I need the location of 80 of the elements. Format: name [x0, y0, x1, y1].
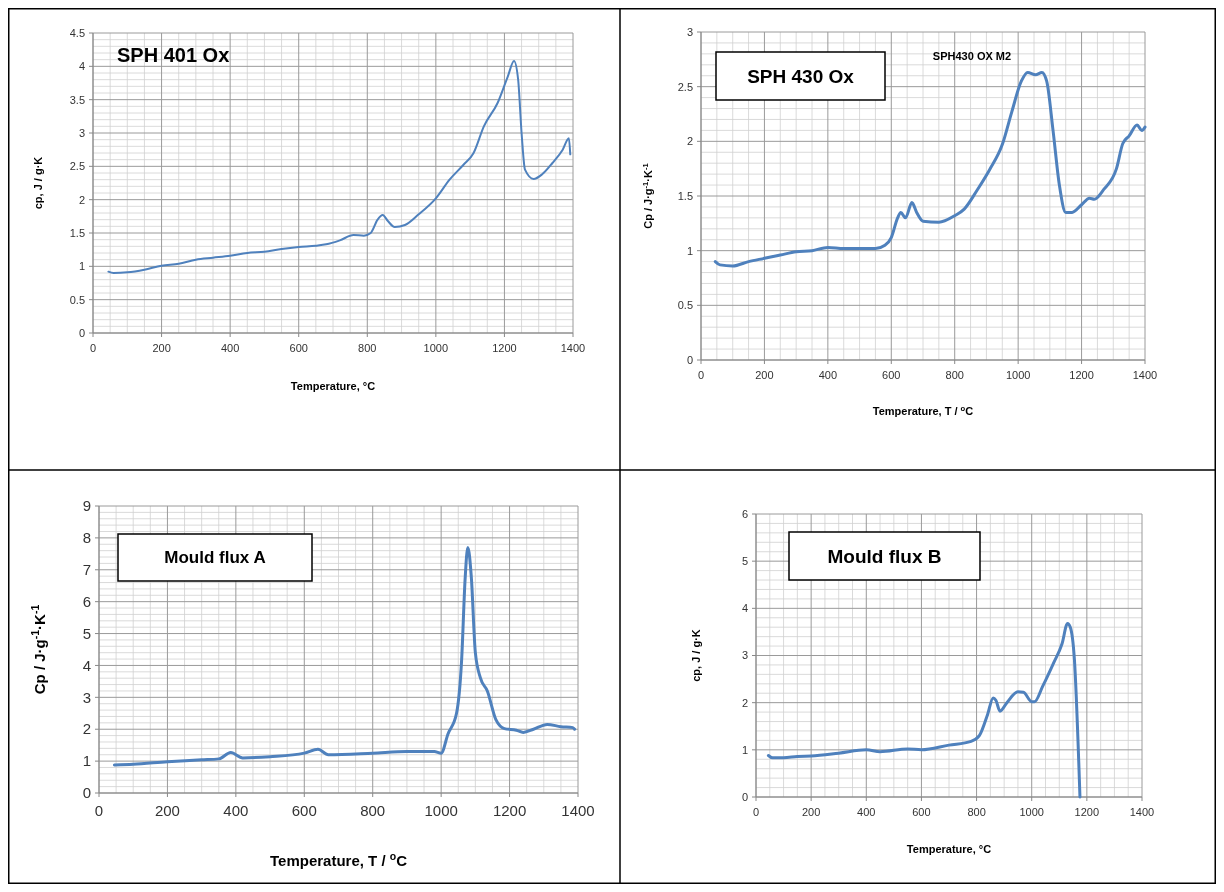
y-tick-label: 0 — [741, 790, 748, 803]
y-tick-label: 2.5 — [677, 80, 693, 93]
y-tick-label: 3 — [82, 688, 91, 706]
y-tick-label: 1 — [686, 244, 693, 257]
y-tick-label: 1 — [741, 743, 748, 756]
y-axis-title: cp, J / g·K — [32, 156, 44, 210]
x-tick-label: 1200 — [1074, 806, 1100, 818]
y-tick-label: 4 — [82, 656, 91, 674]
x-tick-label: 800 — [967, 806, 986, 818]
line-series — [766, 621, 1082, 799]
x-tick-label: 600 — [289, 342, 308, 354]
line-series — [112, 545, 577, 767]
y-tick-label: 0.5 — [677, 299, 693, 312]
x-tick-label: 800 — [360, 802, 386, 819]
x-tick-label: 600 — [912, 806, 931, 818]
y-tick-label: 2 — [82, 720, 91, 738]
y-tick-label: 9 — [82, 497, 91, 515]
x-tick-label: 200 — [755, 369, 774, 381]
x-tick-label: 1400 — [1132, 369, 1158, 381]
line-series — [107, 60, 572, 274]
y-tick-label: 3 — [686, 25, 693, 38]
x-tick-label: 400 — [857, 806, 876, 818]
y-tick-label: 4 — [741, 602, 748, 615]
y-tick-label: 6 — [82, 592, 91, 610]
x-tick-label: 1200 — [492, 802, 527, 819]
y-tick-label: 3 — [78, 126, 85, 139]
text: Mould flux A — [164, 548, 266, 568]
x-tick-label: 400 — [220, 342, 240, 354]
y-axis-title: cp, J / g·K — [690, 629, 702, 682]
y-tick-label: 2 — [686, 135, 693, 148]
y-tick-label: 1.5 — [677, 189, 693, 202]
text: SPH 430 Ox — [747, 65, 855, 87]
y-tick-label: 0.5 — [69, 293, 85, 306]
line-series — [713, 70, 1147, 268]
text: Mould flux B — [827, 545, 942, 567]
x-tick-label: 800 — [945, 369, 964, 381]
y-tick-label: 1 — [82, 752, 91, 770]
x-tick-label: 1000 — [423, 342, 449, 354]
y-tick-label: 3 — [741, 649, 748, 662]
x-tick-label: 0 — [697, 369, 705, 381]
x-tick-label: 1200 — [492, 342, 517, 354]
x-tick-label: 800 — [358, 342, 377, 354]
y-tick-label: 1.5 — [69, 226, 85, 239]
x-tick-label: 1000 — [424, 802, 458, 819]
y-tick-label: 2 — [741, 696, 748, 709]
y-tick-label: 7 — [82, 561, 91, 579]
y-tick-label: 4.5 — [69, 26, 85, 39]
y-tick-label: 2.5 — [69, 160, 85, 173]
annotation: SPH430 OX M2 — [932, 50, 1012, 62]
y-tick-label: 2 — [78, 193, 85, 206]
x-tick-label: 200 — [154, 802, 180, 819]
x-tick-label: 400 — [818, 369, 838, 381]
x-axis-title: Temperature, T / $^{o}$C — [872, 403, 974, 417]
x-tick-label: 1400 — [561, 802, 595, 819]
x-tick-label: 600 — [291, 802, 317, 819]
y-tick-label: 5 — [82, 624, 91, 642]
y-tick-label: 4 — [78, 60, 85, 73]
x-tick-label: 200 — [801, 806, 821, 818]
y-tick-label: 0 — [78, 326, 85, 339]
x-axis-title: Temperature, °C — [906, 843, 992, 855]
x-tick-label: 0 — [94, 802, 104, 819]
x-tick-label: 1200 — [1069, 369, 1094, 381]
x-tick-label: 1000 — [1005, 369, 1031, 381]
y-tick-label: 0 — [82, 784, 91, 802]
x-tick-label: 1400 — [560, 342, 586, 354]
x-axis-title: Temperature, T / $^{o}$C — [269, 850, 408, 869]
y-tick-label: 8 — [82, 529, 91, 547]
x-tick-label: 1400 — [1129, 806, 1155, 818]
y-tick-label: 6 — [741, 507, 748, 520]
y-tick-label: 5 — [741, 555, 748, 568]
x-tick-label: 0 — [752, 806, 760, 818]
x-tick-label: 400 — [223, 802, 249, 819]
x-tick-label: 600 — [882, 369, 901, 381]
x-tick-label: 200 — [152, 342, 171, 354]
y-tick-label: 3.5 — [69, 93, 85, 106]
y-tick-label: 0 — [686, 353, 693, 366]
text: SPH 401 Ox — [117, 44, 230, 66]
x-axis-title: Temperature, °C — [290, 380, 376, 392]
x-tick-label: 1000 — [1019, 806, 1044, 818]
y-tick-label: 1 — [78, 260, 85, 273]
